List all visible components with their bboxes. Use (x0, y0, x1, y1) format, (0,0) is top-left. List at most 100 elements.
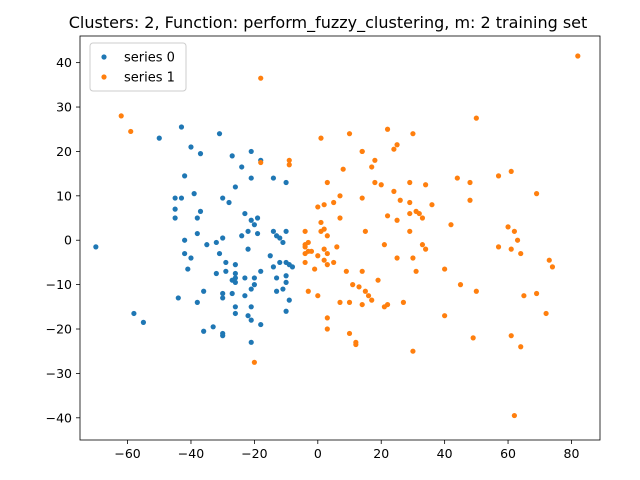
series-1-point-52 (407, 228, 413, 234)
series-1-point-75 (410, 255, 416, 261)
series-0-point-4 (178, 124, 185, 130)
series-1-point-20 (372, 179, 378, 186)
series-1-point-97 (381, 304, 387, 310)
series-1-point-85 (508, 246, 514, 252)
series-0-point-1 (131, 310, 137, 317)
series-0-point-12 (172, 215, 178, 221)
series-0-point-56 (251, 275, 257, 281)
series-1-point-40 (384, 213, 391, 219)
series-1-point-25 (467, 179, 473, 186)
series-1-point-24 (454, 175, 460, 181)
series-1-point-94 (470, 335, 476, 341)
series-0-point-6 (188, 144, 194, 150)
series-1-point-87 (546, 257, 552, 263)
series-1-point-16 (391, 146, 397, 152)
series-0-point-40 (254, 230, 261, 237)
x-tick-label-0: −60 (114, 446, 140, 461)
series-1-point-12 (318, 135, 324, 141)
series-1-point-70 (365, 293, 372, 299)
series-0-point-29 (232, 184, 238, 190)
series-1-point-31 (331, 199, 337, 206)
series-1-point-100 (346, 330, 353, 337)
series-1-point-59 (302, 244, 308, 250)
series-1-point-46 (448, 222, 454, 228)
series-1-point-53 (419, 242, 426, 248)
series-1-point-93 (518, 344, 524, 350)
chart-title: Clusters: 2, Function: perform_fuzzy_clu… (69, 13, 588, 33)
series-0-point-35 (283, 179, 289, 186)
series-0-point-87 (286, 297, 292, 303)
series-1-point-48 (318, 219, 324, 226)
series-1-point-69 (362, 288, 368, 294)
y-tick-label-0: −40 (46, 410, 72, 425)
series-1-point-66 (343, 268, 349, 274)
series-1-point-110 (331, 259, 337, 266)
series-1-point-114 (511, 412, 517, 419)
series-1-point-42 (419, 215, 426, 221)
plot-area (93, 53, 581, 419)
series-0-point-91 (258, 268, 264, 274)
series-1-point-6 (251, 359, 257, 365)
y-tick-label-5: 10 (56, 188, 72, 203)
series-0-points (93, 124, 296, 345)
series-1-point-95 (442, 313, 448, 319)
series-1-point-32 (315, 204, 321, 210)
series-0-point-70 (220, 333, 226, 339)
series-1-point-17 (372, 157, 378, 163)
series-1-point-78 (442, 266, 448, 272)
series-0-point-77 (277, 259, 283, 266)
legend-marker-0 (101, 54, 107, 60)
series-0-point-44 (213, 239, 219, 246)
series-1-point-80 (473, 288, 479, 294)
series-1-point-35 (397, 197, 403, 203)
series-1-point-67 (359, 268, 365, 274)
series-1-point-28 (324, 179, 330, 186)
series-1-point-1 (128, 128, 134, 135)
series-0-point-41 (245, 228, 251, 234)
series-1-point-61 (302, 250, 308, 257)
series-0-point-8 (172, 195, 178, 201)
series-0-point-63 (248, 304, 254, 310)
series-0-point-42 (239, 233, 245, 239)
series-0-point-39 (251, 222, 257, 228)
series-0-point-66 (245, 313, 251, 319)
series-1-point-62 (308, 248, 315, 254)
series-1-point-27 (508, 168, 514, 175)
series-1-point-43 (429, 202, 435, 208)
series-1-point-90 (533, 290, 540, 297)
series-1-point-56 (302, 228, 308, 234)
series-1-point-86 (518, 250, 524, 257)
y-tick-label-7: 30 (56, 100, 72, 115)
y-tick-label-4: 0 (64, 233, 72, 248)
series-1-point-63 (321, 246, 327, 252)
series-0-point-14 (194, 215, 200, 221)
series-1-point-99 (346, 299, 353, 305)
series-1-point-47 (337, 215, 343, 221)
x-tick-label-5: 40 (437, 446, 453, 461)
series-1-point-4 (286, 157, 292, 163)
series-1-point-10 (410, 131, 416, 137)
series-1-point-73 (369, 297, 375, 303)
series-1-point-54 (423, 246, 429, 252)
series-0-point-60 (220, 290, 226, 297)
series-1-point-72 (375, 277, 381, 283)
series-1-point-51 (362, 228, 368, 234)
series-0-point-19 (185, 266, 191, 272)
series-1-point-2 (258, 75, 264, 81)
series-0-point-24 (210, 324, 216, 330)
series-0-point-21 (175, 295, 181, 301)
series-1-point-45 (533, 191, 540, 197)
series-1-point-89 (521, 293, 527, 299)
series-0-point-3 (156, 135, 162, 141)
x-tick-label-7: 80 (564, 446, 580, 461)
series-1-point-23 (423, 182, 429, 188)
series-0-point-89 (280, 239, 286, 246)
series-1-point-115 (337, 299, 343, 305)
series-0-point-25 (216, 131, 223, 137)
series-0-point-17 (188, 255, 194, 261)
y-tick-label-3: −10 (46, 277, 72, 292)
series-1-point-9 (384, 126, 391, 132)
x-tick-label-6: 60 (500, 446, 516, 461)
series-1-point-105 (305, 288, 311, 294)
